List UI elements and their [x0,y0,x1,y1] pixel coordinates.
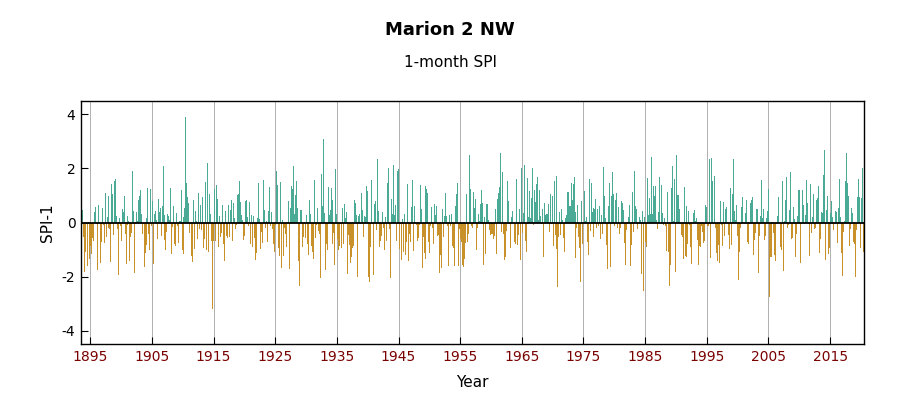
Text: 1-month SPI: 1-month SPI [403,55,497,70]
Text: Marion 2 NW: Marion 2 NW [385,21,515,39]
X-axis label: Year: Year [456,375,489,390]
Y-axis label: SPI-1: SPI-1 [40,203,55,242]
